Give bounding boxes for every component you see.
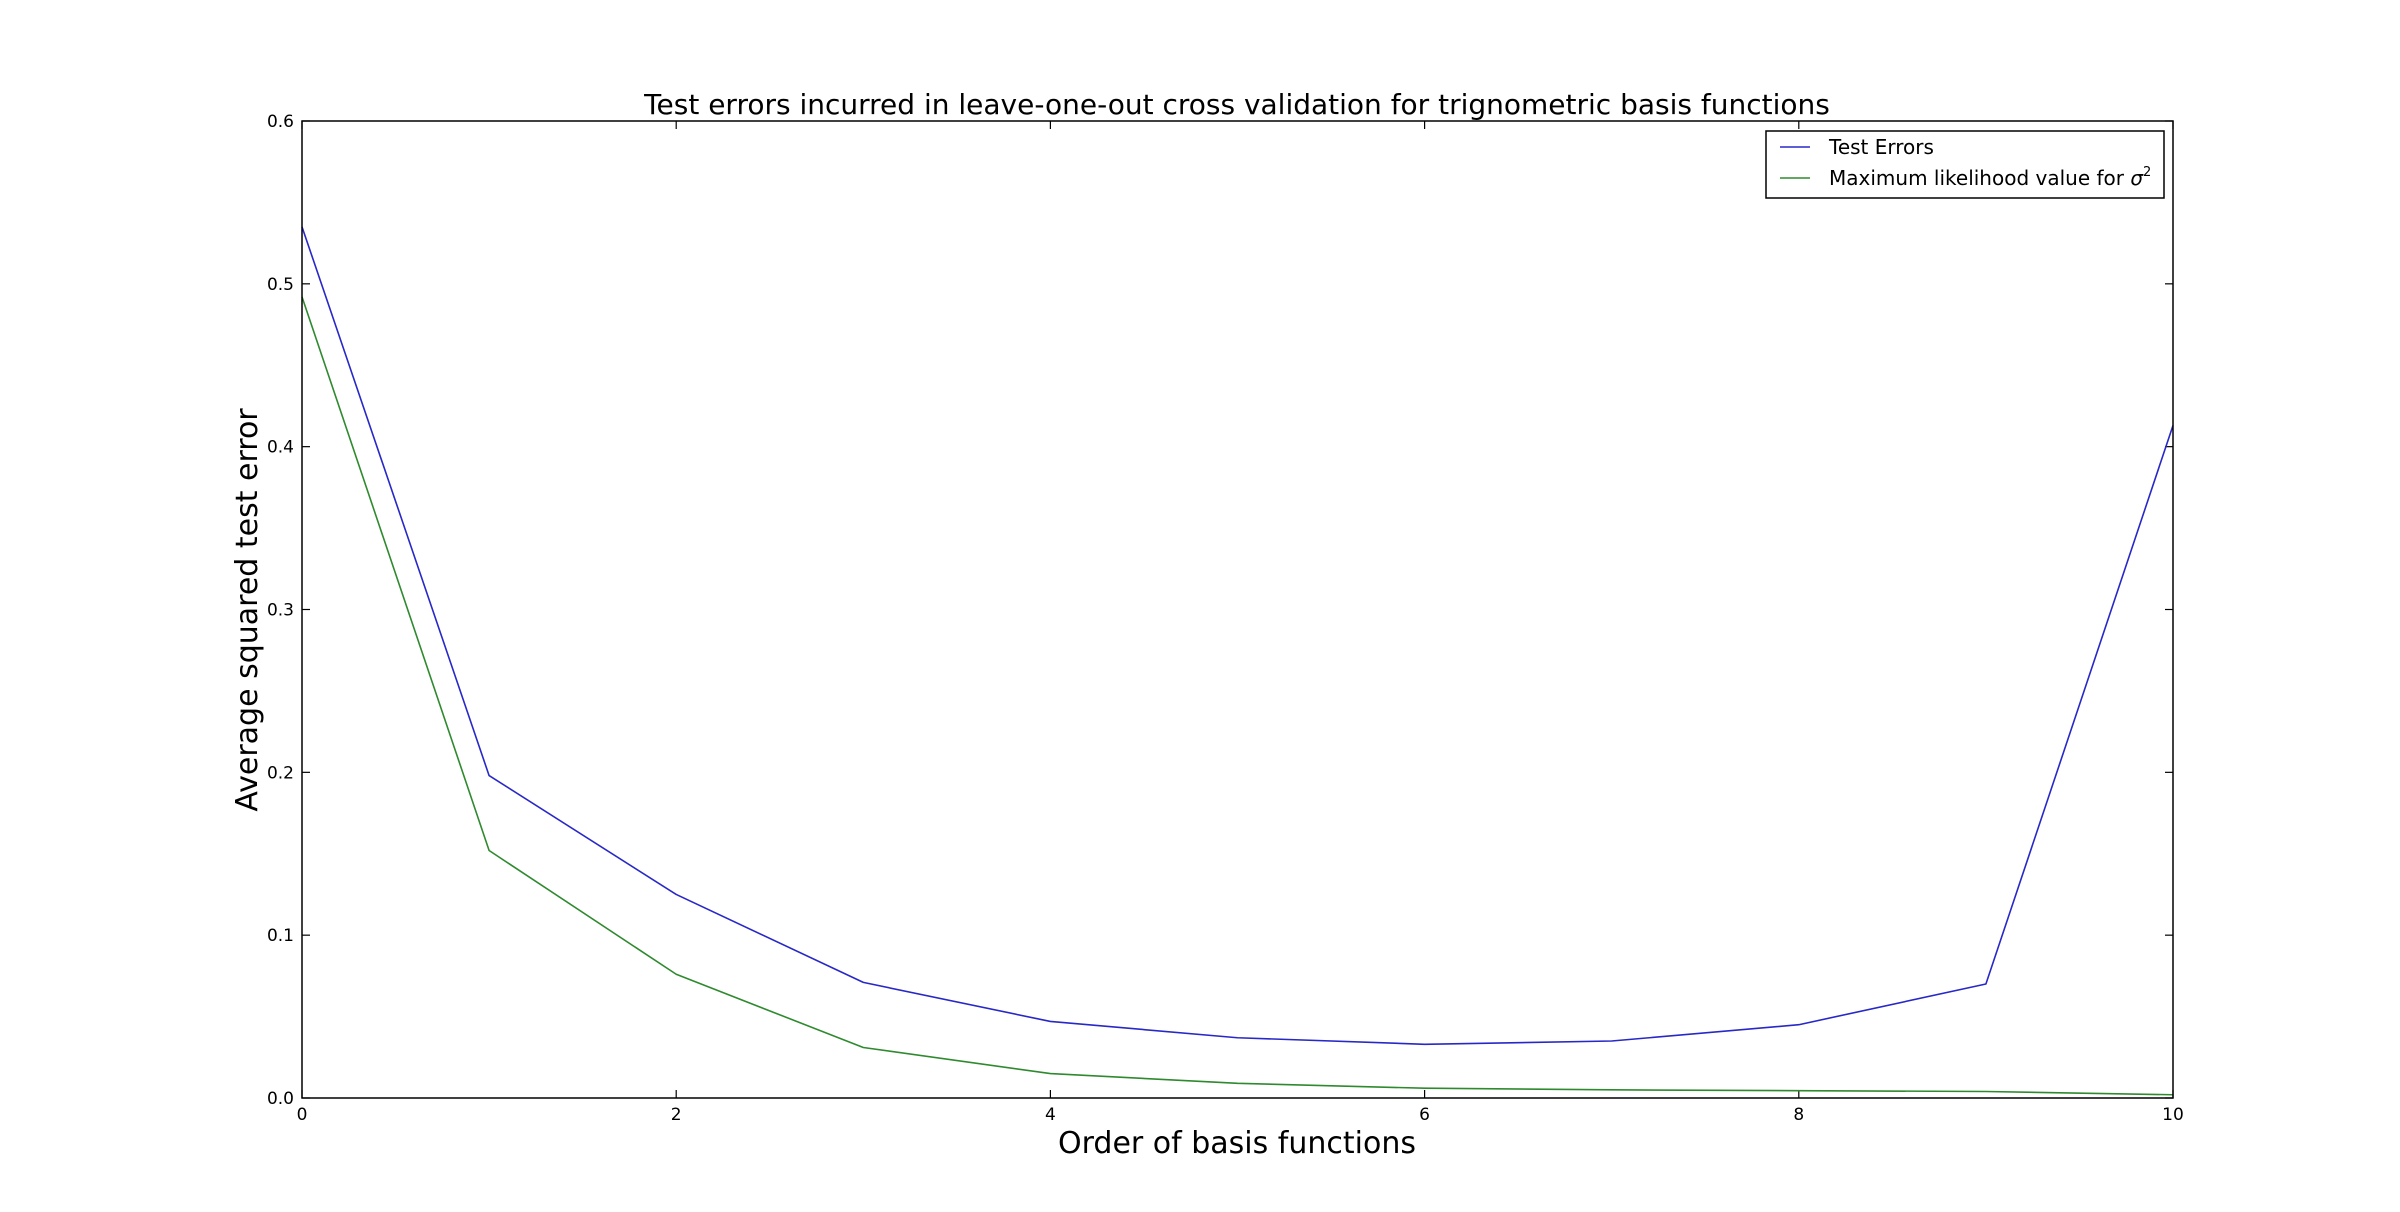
y-tick-label-3: 0.3 — [267, 601, 294, 621]
chart-title: Test errors incurred in leave-one-out cr… — [643, 88, 1830, 121]
x-axis-title: Order of basis functions — [1058, 1126, 1416, 1161]
x-tick-label-4: 8 — [1793, 1105, 1804, 1125]
y-tick-label-6: 0.6 — [267, 112, 294, 132]
y-tick-label-0: 0.0 — [267, 1089, 294, 1109]
legend-label-maximum-likelihood: Maximum likelihood value for σ2 — [1829, 165, 2151, 190]
y-tick-label-1: 0.1 — [267, 926, 294, 946]
x-tick-label-5: 10 — [2162, 1105, 2184, 1125]
y-tick-label-4: 0.4 — [267, 438, 294, 458]
legend-label-maximum-likelihood-text: Maximum likelihood value for — [1829, 166, 2130, 190]
y-axis-title: Average squared test error — [230, 408, 265, 812]
legend-label-test-errors: Test Errors — [1828, 135, 1934, 159]
legend: Test Errors Maximum likelihood value for… — [1766, 131, 2164, 198]
x-tick-label-3: 6 — [1419, 1105, 1430, 1125]
legend-label-superscript: 2 — [2143, 165, 2151, 180]
y-tick-label-2: 0.2 — [267, 763, 294, 783]
x-tick-label-0: 0 — [297, 1105, 308, 1125]
x-tick-label-2: 4 — [1045, 1105, 1056, 1125]
x-tick-label-1: 2 — [671, 1105, 682, 1125]
y-tick-label-5: 0.5 — [267, 275, 294, 295]
